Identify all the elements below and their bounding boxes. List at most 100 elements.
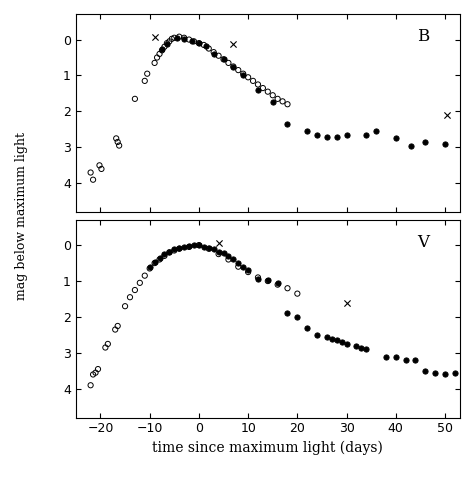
Point xyxy=(441,140,449,148)
Point xyxy=(229,63,237,71)
Point xyxy=(195,39,203,47)
Point xyxy=(269,98,276,106)
Point xyxy=(431,369,439,376)
Point xyxy=(136,279,144,287)
Point xyxy=(333,336,340,344)
Point xyxy=(202,42,210,50)
Point xyxy=(195,241,203,249)
Point xyxy=(185,36,193,43)
Point xyxy=(343,299,350,306)
Point xyxy=(171,34,178,42)
Point xyxy=(274,95,282,103)
Point xyxy=(168,35,175,43)
Point xyxy=(171,246,178,253)
Point xyxy=(333,133,340,141)
Point xyxy=(274,281,282,288)
Point xyxy=(156,50,164,58)
Point xyxy=(144,70,151,78)
Point xyxy=(235,263,242,271)
Text: B: B xyxy=(418,28,430,45)
Point xyxy=(412,356,419,364)
Point xyxy=(188,37,195,45)
Point xyxy=(151,259,158,267)
Point xyxy=(357,344,365,351)
Point xyxy=(94,365,102,373)
Point xyxy=(220,56,228,63)
Point xyxy=(104,340,112,348)
Text: V: V xyxy=(418,234,429,251)
Point xyxy=(421,138,429,146)
Point xyxy=(244,268,252,276)
Point xyxy=(195,39,203,47)
Point xyxy=(363,346,370,353)
Point xyxy=(195,241,203,249)
Point xyxy=(87,382,94,389)
Point xyxy=(323,133,331,141)
Point xyxy=(114,322,121,330)
Point xyxy=(180,35,188,43)
Point xyxy=(225,256,232,264)
Point xyxy=(115,142,123,149)
Point xyxy=(163,40,171,48)
Point xyxy=(264,88,272,96)
Point xyxy=(210,246,218,253)
Point xyxy=(363,131,370,139)
Point xyxy=(328,335,336,342)
Point xyxy=(338,338,346,346)
Point xyxy=(274,279,282,287)
Point xyxy=(153,54,161,61)
Point xyxy=(165,249,173,256)
Point xyxy=(421,367,429,375)
Point xyxy=(229,63,237,71)
Point xyxy=(175,33,183,40)
Point xyxy=(372,127,380,135)
Point xyxy=(175,245,183,252)
Point xyxy=(121,302,129,310)
Point xyxy=(161,250,168,258)
Point xyxy=(205,245,212,252)
Point xyxy=(244,73,252,81)
Point xyxy=(293,313,301,321)
Text: mag below maximum light: mag below maximum light xyxy=(15,132,28,300)
Point xyxy=(382,353,390,360)
Point xyxy=(215,240,222,247)
Point xyxy=(323,333,331,341)
Point xyxy=(239,70,247,78)
Point xyxy=(156,254,164,262)
Point xyxy=(156,256,164,264)
Point xyxy=(161,43,168,50)
Point xyxy=(158,47,166,54)
Point xyxy=(141,272,148,279)
Point xyxy=(161,252,168,260)
Point xyxy=(210,48,218,56)
Point xyxy=(220,56,228,63)
Point xyxy=(264,276,272,284)
Point xyxy=(114,138,121,146)
Point xyxy=(220,249,228,257)
Point xyxy=(313,331,321,339)
Point xyxy=(131,95,139,103)
Point xyxy=(200,243,208,251)
Point xyxy=(284,284,292,292)
Point xyxy=(392,134,400,142)
Point xyxy=(284,310,292,317)
Point xyxy=(225,59,232,67)
Point xyxy=(180,34,188,42)
Point xyxy=(225,252,232,260)
Point xyxy=(254,81,262,88)
Point xyxy=(239,72,247,79)
Point xyxy=(146,264,154,272)
Point xyxy=(146,263,154,271)
Point xyxy=(235,259,242,267)
Point xyxy=(141,77,148,85)
Point xyxy=(215,52,222,60)
Point xyxy=(101,344,109,351)
Point xyxy=(215,248,222,255)
Point xyxy=(111,326,119,334)
Point xyxy=(264,277,272,285)
Point xyxy=(210,50,218,58)
Point xyxy=(215,250,222,258)
Point xyxy=(96,161,103,169)
Point xyxy=(175,244,183,252)
Point xyxy=(165,248,173,255)
